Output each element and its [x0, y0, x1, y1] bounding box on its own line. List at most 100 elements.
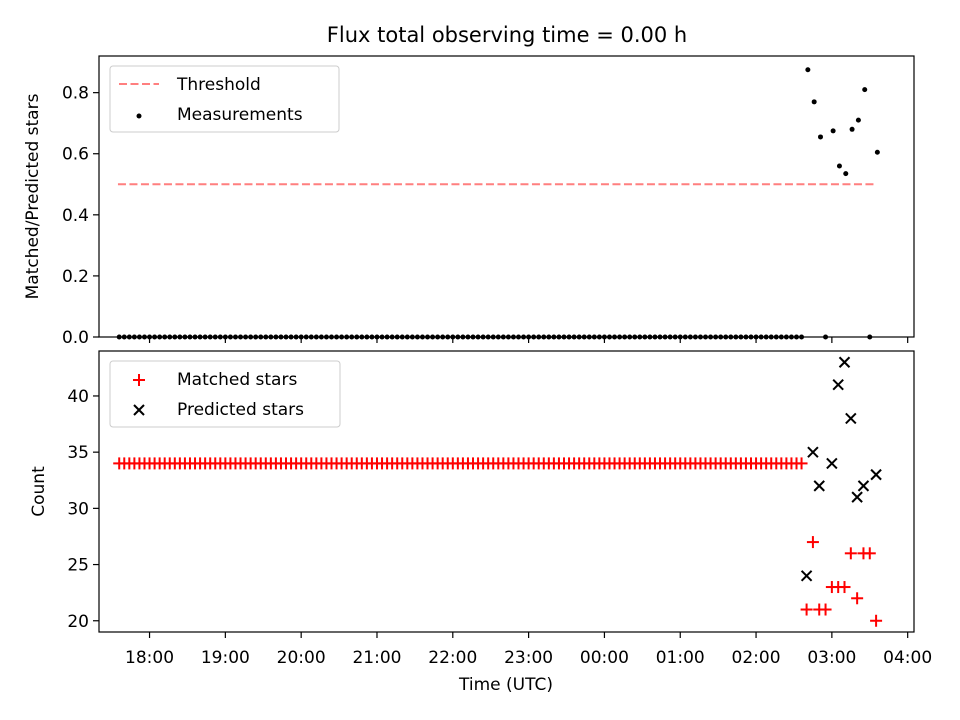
measurement-point — [617, 334, 623, 340]
x-tick-label: 02:00 — [732, 648, 781, 668]
predicted-star-point — [807, 446, 819, 458]
measurement-point — [627, 334, 633, 340]
measurement-point — [278, 334, 284, 340]
measurement-point — [622, 334, 628, 340]
measurement-point — [783, 334, 789, 340]
measurement-point — [541, 334, 547, 340]
measurement-point — [354, 334, 360, 340]
chart-title: Flux total observing time = 0.00 h — [327, 23, 687, 47]
measurement-point — [152, 334, 158, 340]
measurement-point — [495, 334, 501, 340]
measurement-point — [248, 334, 254, 340]
measurement-point — [758, 334, 764, 340]
measurement-point — [116, 334, 122, 340]
measurement-point — [147, 334, 153, 340]
x-tick-label: 18:00 — [125, 648, 174, 668]
legend-predicted-label: Predicted stars — [177, 400, 304, 420]
measurement-point — [359, 334, 365, 340]
top-y-tick-label: 0.2 — [62, 267, 89, 287]
measurement-point — [268, 334, 274, 340]
measurement-point — [323, 334, 329, 340]
measurement-point — [404, 334, 410, 340]
matched-star-point — [870, 614, 883, 627]
x-axis-label: Time (UTC) — [458, 675, 553, 695]
top-y-tick-label: 0.4 — [62, 206, 89, 226]
measurement-point — [369, 334, 375, 340]
measurement-points — [116, 67, 880, 340]
measurement-point — [682, 334, 688, 340]
measurement-point — [288, 334, 294, 340]
measurement-point — [606, 334, 612, 340]
measurement-point — [192, 334, 198, 340]
measurement-point — [197, 334, 203, 340]
measurement-point — [384, 334, 390, 340]
measurement-point — [409, 334, 415, 340]
measurement-point — [227, 334, 233, 340]
measurement-point — [217, 334, 223, 340]
measurement-point — [460, 334, 466, 340]
measurement-point — [516, 334, 522, 340]
measurement-point — [187, 334, 193, 340]
measurement-point — [293, 334, 299, 340]
measurement-point — [753, 334, 759, 340]
measurement-point — [874, 149, 880, 155]
measurement-point — [793, 334, 799, 340]
measurement-point — [283, 334, 289, 340]
measurement-point — [531, 334, 537, 340]
bottom-y-tick-label: 40 — [67, 387, 89, 407]
measurement-point — [182, 334, 188, 340]
measurement-point — [667, 334, 673, 340]
measurement-point — [748, 334, 754, 340]
measurement-point — [450, 334, 456, 340]
bottom-y-ticks: 20 25 30 35 40 — [67, 387, 99, 632]
measurement-point — [419, 334, 425, 340]
measurement-point — [263, 334, 269, 340]
matched-star-point — [838, 581, 851, 594]
predicted-star-point — [851, 491, 863, 503]
measurement-point — [394, 334, 400, 340]
measurement-point — [374, 334, 380, 340]
measurement-point — [637, 334, 643, 340]
measurement-point — [485, 334, 491, 340]
measurement-point — [556, 334, 562, 340]
measurement-point — [591, 334, 597, 340]
measurement-point — [566, 334, 572, 340]
measurement-point — [500, 334, 506, 340]
measurement-point — [576, 334, 582, 340]
top-y-ticks: 0.0 0.2 0.4 0.6 0.8 — [62, 84, 99, 348]
x-tick-label: 21:00 — [352, 648, 401, 668]
measurement-point — [713, 334, 719, 340]
measurement-point — [364, 334, 370, 340]
legend-matched-swatch — [133, 374, 145, 386]
measurement-point — [207, 334, 213, 340]
measurement-point — [817, 134, 823, 140]
measurement-point — [131, 334, 137, 340]
legend-measurements-label: Measurements — [177, 105, 303, 125]
measurement-point — [308, 334, 314, 340]
measurement-point — [379, 334, 385, 340]
measurement-point — [445, 334, 451, 340]
measurement-point — [823, 334, 829, 340]
measurement-point — [672, 334, 678, 340]
predicted-star-point — [813, 480, 825, 492]
top-panel: 0.00.20.40.60.8 Matched/Predicted stars … — [23, 55, 915, 348]
measurement-point — [232, 334, 238, 340]
measurement-point — [510, 334, 516, 340]
top-y-tick-label: 0.0 — [62, 328, 89, 348]
measurement-point — [414, 334, 420, 340]
x-tick-label: 23:00 — [504, 648, 553, 668]
bottom-y-tick-label: 30 — [67, 499, 89, 519]
measurement-point — [571, 334, 577, 340]
measurement-point — [425, 334, 431, 340]
measurement-point — [157, 334, 163, 340]
top-legend-box — [109, 65, 340, 133]
measurement-point — [728, 334, 734, 340]
measurement-point — [849, 126, 855, 132]
measurement-point — [121, 334, 127, 340]
matched-star-point — [795, 457, 808, 470]
measurement-point — [581, 334, 587, 340]
measurement-point — [811, 99, 817, 105]
measurement-point — [303, 334, 309, 340]
measurement-point — [521, 334, 527, 340]
predicted-star-point — [838, 356, 851, 368]
